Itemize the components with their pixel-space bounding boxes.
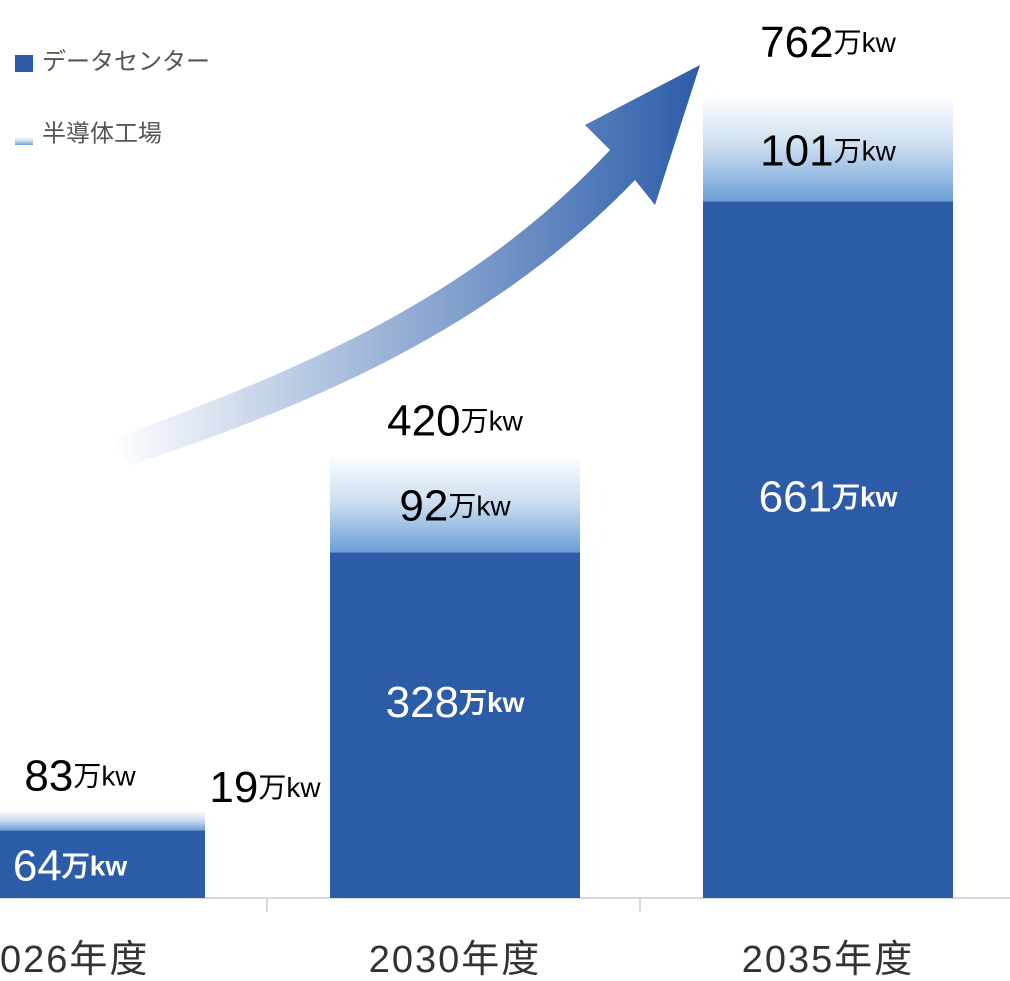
bar-datacenter bbox=[330, 552, 580, 898]
legend-label: 半導体工場 bbox=[42, 120, 162, 147]
value-label: 19万kw bbox=[209, 763, 321, 812]
value-label: 328万kw bbox=[386, 678, 525, 727]
bar-semiconductor bbox=[330, 455, 580, 553]
trend-arrow bbox=[110, 65, 700, 465]
legend-swatch bbox=[15, 137, 33, 145]
value-label: 92万kw bbox=[399, 481, 511, 530]
bar-datacenter bbox=[703, 201, 953, 898]
legend-swatch bbox=[15, 55, 33, 72]
x-tick-label: 026年度 bbox=[0, 939, 149, 981]
total-label: 420万kw bbox=[387, 396, 523, 445]
bar-semiconductor bbox=[0, 810, 205, 831]
bar-datacenter bbox=[0, 830, 205, 898]
value-label: 661万kw bbox=[759, 472, 898, 521]
legend-label: データセンター bbox=[42, 48, 210, 75]
total-label: 762万kw bbox=[760, 18, 896, 67]
value-label: 64万kw bbox=[13, 841, 128, 890]
value-label: 101万kw bbox=[760, 126, 896, 175]
total-label: 83万kw bbox=[24, 751, 136, 800]
bar-semiconductor bbox=[703, 95, 953, 202]
x-tick-label: 2035年度 bbox=[742, 939, 915, 981]
x-tick-label: 2030年度 bbox=[369, 939, 542, 981]
